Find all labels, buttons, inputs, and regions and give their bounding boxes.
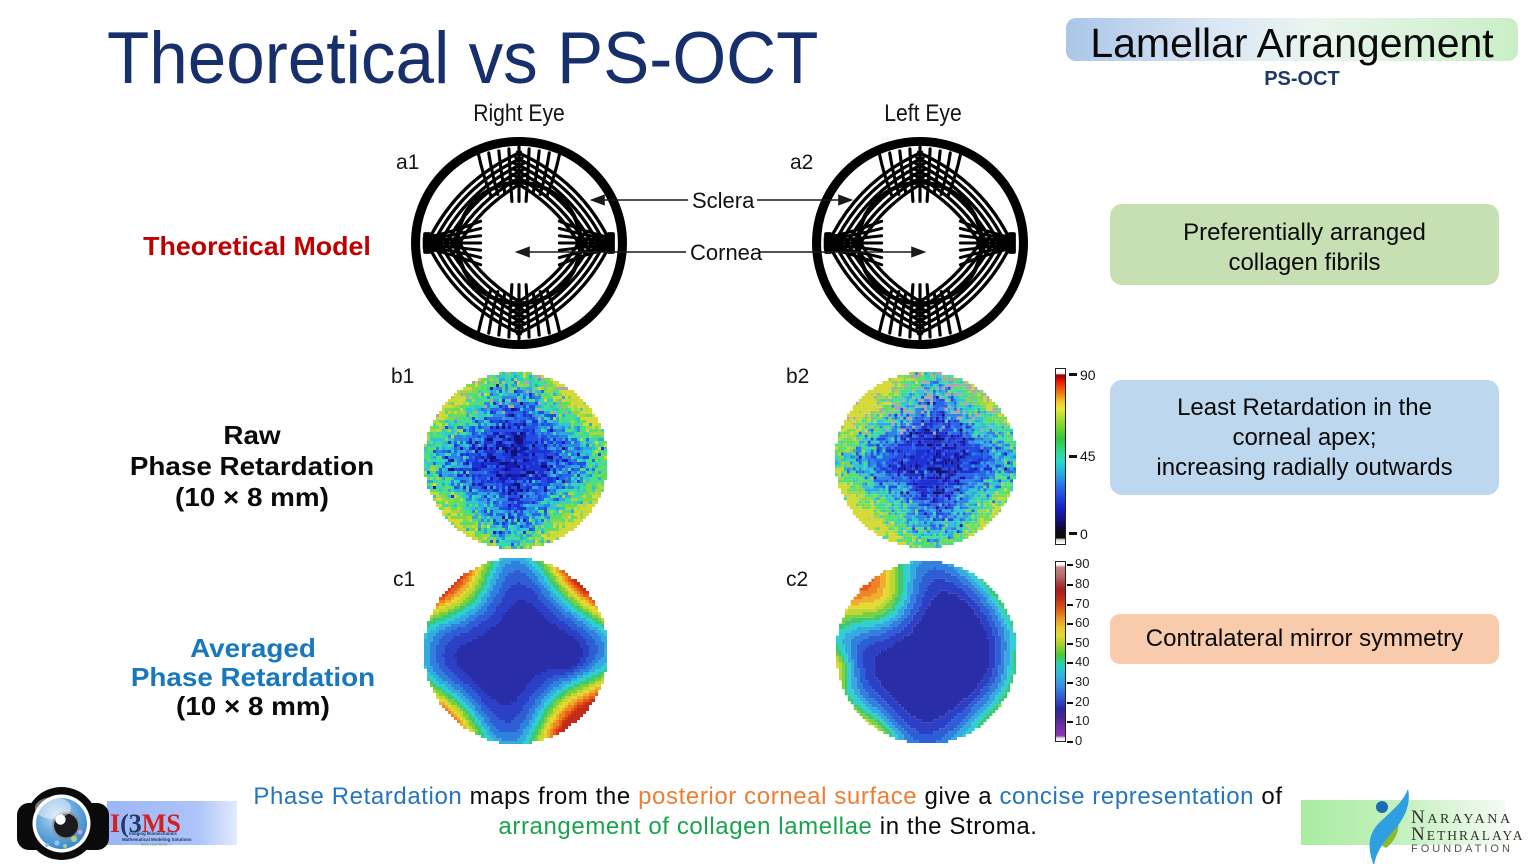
svg-text:Serve Lead Mentor: Serve Lead Mentor — [141, 843, 168, 847]
svg-text:I(3MS: I(3MS — [110, 809, 181, 838]
svg-text:NETHRALAYA: NETHRALAYA — [1411, 824, 1525, 845]
svg-text:NARAYANA: NARAYANA — [1411, 807, 1513, 828]
svg-text:FOUNDATION: FOUNDATION — [1411, 843, 1513, 855]
svg-text:Imaging Biomechanics: Imaging Biomechanics — [129, 831, 177, 836]
svg-text:Mathematical Modeling Solution: Mathematical Modeling Solutions — [122, 837, 192, 842]
